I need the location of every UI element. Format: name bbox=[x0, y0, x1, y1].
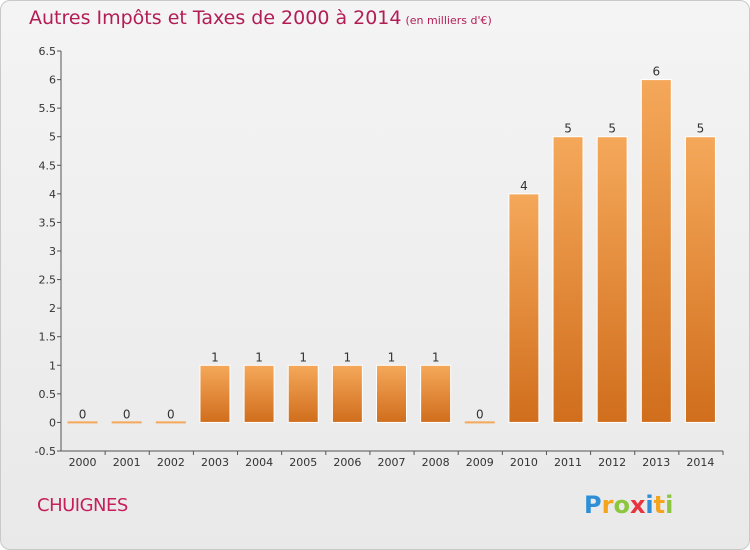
x-tick-label: 2004 bbox=[245, 456, 273, 469]
logo-letter: x bbox=[629, 491, 646, 519]
y-tick-label: -0.5 bbox=[35, 445, 56, 458]
bar bbox=[640, 79, 672, 423]
bar-value-label: 1 bbox=[432, 350, 440, 364]
bar bbox=[287, 364, 319, 423]
y-tick-label: 1.5 bbox=[39, 331, 57, 344]
bar-value-label: 5 bbox=[697, 122, 705, 136]
x-tick-label: 2010 bbox=[510, 456, 538, 469]
x-tick-label: 2011 bbox=[554, 456, 582, 469]
x-tick-label: 2006 bbox=[333, 456, 361, 469]
bar bbox=[684, 136, 716, 423]
y-tick-label: 1 bbox=[49, 359, 56, 372]
y-tick-label: 2 bbox=[49, 302, 56, 315]
y-tick-label: 3.5 bbox=[39, 216, 57, 229]
bar-value-label: 0 bbox=[123, 407, 131, 421]
bar-value-label: 0 bbox=[476, 407, 484, 421]
logo-letter: i bbox=[665, 491, 674, 519]
bar-value-label: 6 bbox=[652, 65, 660, 79]
y-tick-label: 0 bbox=[49, 416, 56, 429]
bar-value-label: 0 bbox=[167, 407, 175, 421]
y-tick-label: 4 bbox=[49, 188, 56, 201]
y-tick-label: 5.5 bbox=[39, 102, 57, 115]
logo-letter: o bbox=[613, 491, 630, 519]
logo-letter: t bbox=[653, 491, 666, 519]
commune-name: CHUIGNES bbox=[37, 495, 128, 516]
bar-value-label: 1 bbox=[344, 350, 352, 364]
bar-value-label: 4 bbox=[520, 179, 528, 193]
bar-value-label: 5 bbox=[608, 122, 616, 136]
bar-value-label: 1 bbox=[388, 350, 396, 364]
y-tick-label: 0.5 bbox=[39, 388, 57, 401]
logo-letter: i bbox=[645, 491, 654, 519]
x-tick-label: 2008 bbox=[422, 456, 450, 469]
bar bbox=[552, 136, 584, 423]
bar bbox=[331, 364, 363, 423]
x-tick-label: 2012 bbox=[598, 456, 626, 469]
logo-letter: P bbox=[584, 491, 602, 519]
x-tick-label: 2007 bbox=[378, 456, 406, 469]
bar-value-label: 1 bbox=[211, 350, 219, 364]
bar bbox=[243, 364, 275, 423]
bar bbox=[508, 193, 540, 423]
bar bbox=[199, 364, 231, 423]
x-tick-label: 2003 bbox=[201, 456, 229, 469]
bar bbox=[376, 364, 407, 423]
bar-value-label: 0 bbox=[79, 407, 87, 421]
x-tick-label: 2000 bbox=[69, 456, 97, 469]
logo-letter: r bbox=[601, 491, 614, 519]
y-tick-label: 2.5 bbox=[39, 274, 57, 287]
y-tick-label: 4.5 bbox=[39, 159, 57, 172]
x-tick-label: 2009 bbox=[466, 456, 494, 469]
bar bbox=[420, 364, 452, 423]
x-tick-label: 2013 bbox=[642, 456, 670, 469]
chart-subtitle: (en milliers d'€) bbox=[405, 14, 492, 27]
chart-title-text: Autres Impôts et Taxes de 2000 à 2014 bbox=[29, 7, 402, 29]
x-tick-label: 2002 bbox=[157, 456, 185, 469]
proxiti-logo[interactable]: Proxiti bbox=[584, 491, 673, 519]
bar-value-label: 1 bbox=[255, 350, 263, 364]
bar-value-label: 1 bbox=[299, 350, 307, 364]
bar-value-label: 5 bbox=[564, 122, 572, 136]
y-tick-label: 6.5 bbox=[39, 45, 57, 58]
y-tick-label: 3 bbox=[49, 245, 56, 258]
x-tick-label: 2014 bbox=[686, 456, 714, 469]
x-tick-label: 2001 bbox=[113, 456, 141, 469]
y-tick-label: 6 bbox=[49, 74, 56, 87]
x-tick-label: 2005 bbox=[289, 456, 317, 469]
chart-title: Autres Impôts et Taxes de 2000 à 2014 (en… bbox=[29, 7, 492, 29]
bar bbox=[596, 136, 628, 423]
y-tick-label: 5 bbox=[49, 131, 56, 144]
